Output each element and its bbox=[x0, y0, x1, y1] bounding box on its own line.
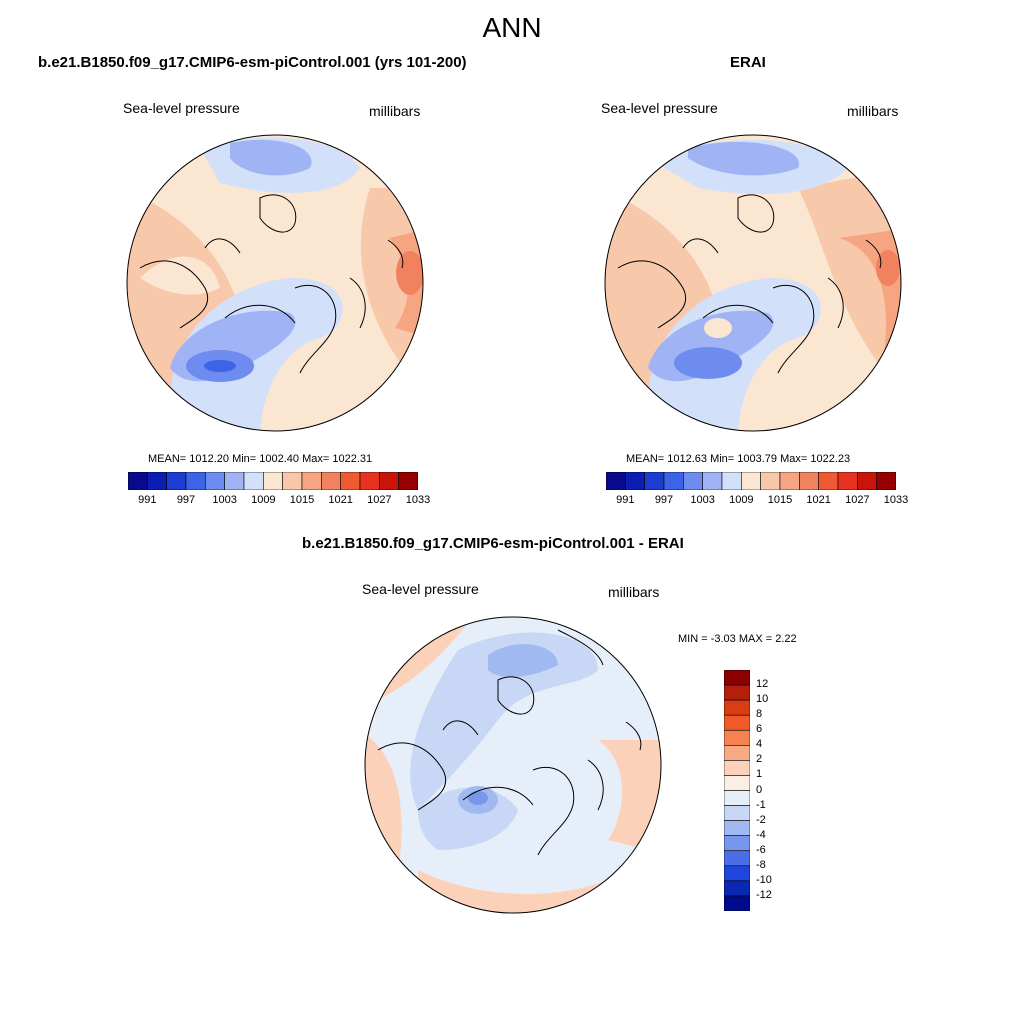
colorbar-tick-label: -12 bbox=[756, 888, 772, 901]
colorbar-swatch bbox=[644, 472, 665, 490]
colorbar-swatch bbox=[818, 472, 839, 490]
colorbar-swatch bbox=[301, 472, 322, 490]
colorbar-swatch bbox=[724, 835, 750, 852]
colorbar-swatch bbox=[282, 472, 303, 490]
colorbar-tick-label: -6 bbox=[756, 843, 766, 856]
colorbar-tick-label: 1003 bbox=[212, 494, 237, 506]
colorbar-swatch bbox=[379, 472, 399, 490]
colorbar-swatch bbox=[263, 472, 283, 490]
panel3-stats: MIN = -3.03 MAX = 2.22 bbox=[678, 633, 797, 645]
colorbar-tick-label: 1009 bbox=[729, 494, 754, 506]
colorbar-swatch bbox=[857, 472, 877, 490]
panel1-colorbar bbox=[128, 472, 418, 490]
colorbar-tick-label: 997 bbox=[176, 494, 196, 506]
colorbar-tick-label: 12 bbox=[756, 678, 769, 691]
colorbar-tick-label: 1033 bbox=[883, 494, 909, 506]
colorbar-swatch bbox=[724, 760, 750, 776]
panel1-colorbar-labels: 991 997 1003 1009 1015 1021 1027 1033 bbox=[128, 494, 430, 508]
colorbar-tick-label: 991 bbox=[616, 494, 635, 506]
colorbar-tick-label: -1 bbox=[756, 798, 766, 811]
colorbar-swatch bbox=[321, 472, 341, 490]
colorbar-tick-label: -10 bbox=[756, 873, 772, 886]
colorbar-tick-label: 1015 bbox=[289, 494, 315, 506]
panel2-units: millibars bbox=[847, 103, 899, 119]
colorbar-swatch bbox=[721, 472, 742, 490]
colorbar-swatch bbox=[779, 472, 800, 490]
colorbar-tick-label: 1003 bbox=[690, 494, 715, 506]
colorbar-swatch bbox=[724, 865, 750, 882]
colorbar-tick-label: 997 bbox=[654, 494, 674, 506]
colorbar-swatch bbox=[147, 472, 167, 490]
colorbar-tick-label: 0 bbox=[756, 783, 763, 796]
colorbar-tick-label: -2 bbox=[756, 813, 766, 826]
colorbar-swatch bbox=[625, 472, 645, 490]
colorbar-swatch bbox=[724, 729, 750, 746]
colorbar-tick-label: 1027 bbox=[367, 494, 392, 506]
colorbar-tick-label: 4 bbox=[756, 738, 763, 751]
colorbar-swatch bbox=[663, 472, 684, 490]
colorbar-swatch bbox=[340, 472, 361, 490]
panel2-stats: MEAN= 1012.63 Min= 1003.79 Max= 1022.23 bbox=[626, 453, 851, 465]
colorbar-swatch bbox=[205, 472, 225, 490]
colorbar-swatch bbox=[837, 472, 858, 490]
colorbar-tick-label: -8 bbox=[756, 858, 766, 871]
colorbar-tick-label: -4 bbox=[756, 828, 766, 841]
colorbar-swatch bbox=[724, 670, 750, 686]
colorbar-tick-label: 8 bbox=[756, 708, 763, 721]
colorbar-swatch bbox=[606, 472, 626, 490]
colorbar-swatch bbox=[724, 895, 750, 911]
colorbar-swatch bbox=[398, 472, 418, 490]
colorbar-swatch bbox=[702, 472, 723, 490]
colorbar-swatch bbox=[359, 472, 380, 490]
colorbar-swatch bbox=[683, 472, 703, 490]
panel2-title: ERAI bbox=[730, 54, 766, 71]
panel2-left-label: Sea-level pressure bbox=[601, 100, 718, 116]
panel3-polar-map bbox=[364, 616, 662, 914]
colorbar-swatch bbox=[724, 790, 750, 806]
colorbar-swatch bbox=[724, 699, 750, 716]
colorbar-tick-label: 1021 bbox=[328, 494, 353, 506]
colorbar-swatch bbox=[724, 880, 750, 897]
panel1-left-label: Sea-level pressure bbox=[123, 100, 240, 116]
colorbar-swatch bbox=[724, 850, 750, 867]
colorbar-swatch bbox=[166, 472, 187, 490]
colorbar-swatch bbox=[799, 472, 819, 490]
colorbar-swatch bbox=[876, 472, 896, 490]
panel1-title: b.e21.B1850.f09_g17.CMIP6-esm-piControl.… bbox=[38, 54, 467, 71]
colorbar-swatch bbox=[724, 745, 750, 761]
colorbar-swatch bbox=[724, 775, 750, 791]
colorbar-swatch bbox=[128, 472, 148, 490]
panel1-units: millibars bbox=[369, 103, 421, 119]
figure-title: ANN bbox=[482, 12, 542, 43]
colorbar-swatch bbox=[724, 805, 750, 821]
colorbar-tick-label: 10 bbox=[756, 693, 769, 706]
colorbar-tick-label: 1009 bbox=[251, 494, 276, 506]
colorbar-tick-label: 991 bbox=[138, 494, 157, 506]
colorbar-swatch bbox=[224, 472, 245, 490]
panel2-colorbar bbox=[606, 472, 896, 490]
panel3-title: b.e21.B1850.f09_g17.CMIP6-esm-piControl.… bbox=[302, 535, 684, 552]
panel3-colorbar-labels: 12 10 8 6 4 2 1 0 -1 -2 -4 -6 -8 -10 -12 bbox=[756, 670, 796, 911]
colorbar-tick-label: 2 bbox=[756, 753, 763, 766]
panel3-units: millibars bbox=[608, 584, 660, 600]
colorbar-tick-label: 1 bbox=[756, 768, 763, 781]
colorbar-swatch bbox=[724, 714, 750, 731]
colorbar-swatch bbox=[760, 472, 781, 490]
panel2-colorbar-labels: 991 997 1003 1009 1015 1021 1027 1033 bbox=[606, 494, 908, 508]
colorbar-swatch bbox=[185, 472, 206, 490]
colorbar-swatch bbox=[243, 472, 264, 490]
panel1-polar-map bbox=[126, 134, 424, 432]
panel3-left-label: Sea-level pressure bbox=[362, 581, 479, 597]
colorbar-tick-label: 1033 bbox=[405, 494, 431, 506]
colorbar-tick-label: 6 bbox=[756, 723, 763, 736]
panel1-stats: MEAN= 1012.20 Min= 1002.40 Max= 1022.31 bbox=[148, 453, 373, 465]
colorbar-tick-label: 1015 bbox=[767, 494, 793, 506]
colorbar-swatch bbox=[741, 472, 761, 490]
colorbar-swatch bbox=[724, 820, 750, 836]
panel2-polar-map bbox=[604, 134, 902, 432]
colorbar-tick-label: 1027 bbox=[845, 494, 870, 506]
colorbar-tick-label: 1021 bbox=[806, 494, 831, 506]
panel3-colorbar bbox=[724, 670, 750, 911]
colorbar-swatch bbox=[724, 684, 750, 701]
